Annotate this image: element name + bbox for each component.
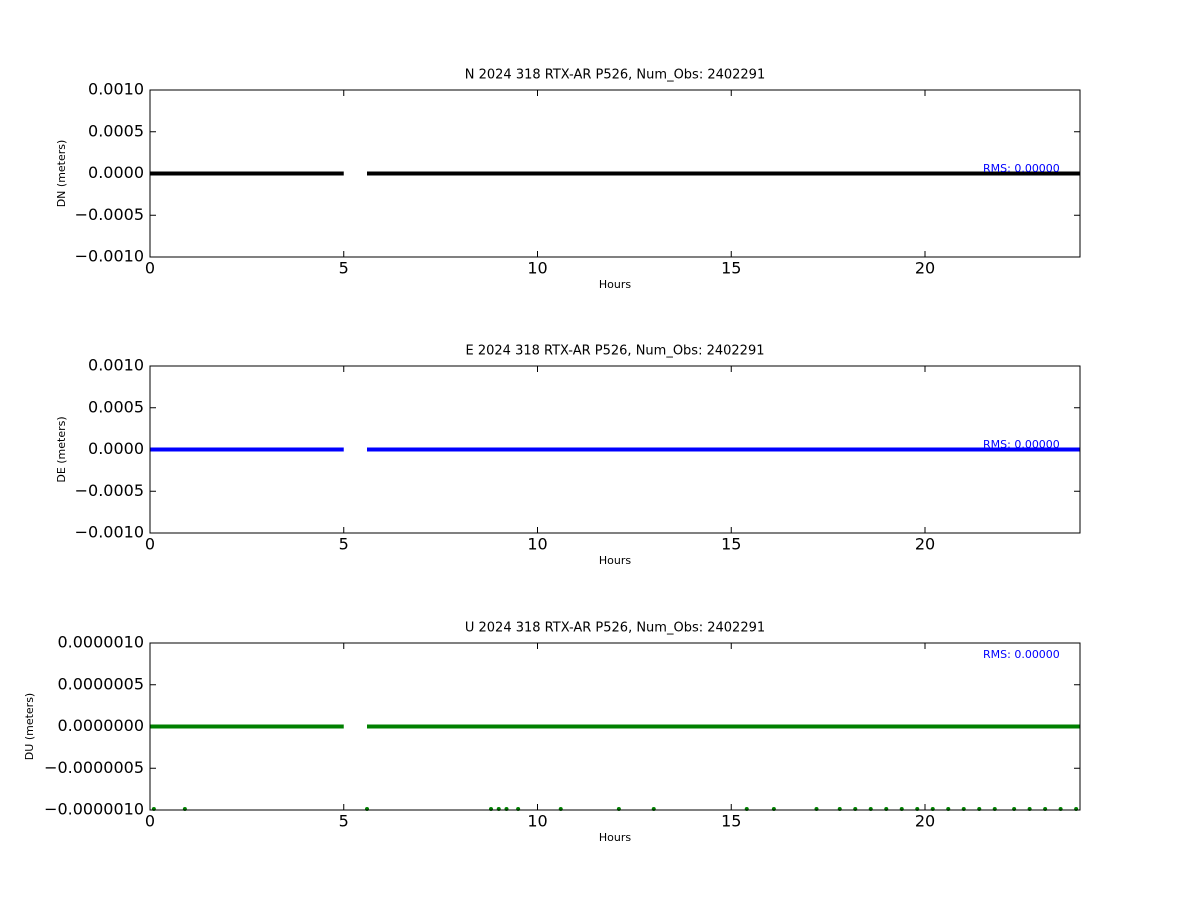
axes-frame [149, 365, 1081, 534]
y-tick-label: −0.0010 [75, 523, 144, 542]
rms-annotation: RMS: 0.00000 [983, 438, 1060, 451]
y-tick-label: 0.0010 [88, 80, 144, 99]
x-tick-label: 15 [721, 535, 741, 554]
x-tick-label: 10 [527, 535, 547, 554]
y-tick-label: 0.0005 [88, 121, 144, 140]
x-tick-label: 10 [527, 812, 547, 831]
rms-annotation: RMS: 0.00000 [983, 648, 1060, 661]
x-tick-label: 5 [339, 535, 349, 554]
x-axis-label: Hours [599, 554, 631, 567]
x-tick-label: 20 [915, 812, 935, 831]
x-tick-label: 15 [721, 812, 741, 831]
x-tick-label: 20 [915, 535, 935, 554]
x-axis-label: Hours [599, 831, 631, 844]
y-axis-label: DU (meters) [23, 693, 36, 760]
x-axis-label: Hours [599, 278, 631, 291]
x-tick-label: 0 [145, 535, 155, 554]
x-tick-label: 5 [339, 259, 349, 278]
x-tick-label: 20 [915, 259, 935, 278]
axes-frame [149, 89, 1081, 258]
y-axis-label: DN (meters) [55, 140, 68, 208]
y-tick-label: −0.0000010 [44, 800, 144, 819]
y-tick-label: 0.0000 [88, 439, 144, 458]
y-tick-label: 0.0010 [88, 356, 144, 375]
x-tick-label: 5 [339, 812, 349, 831]
y-tick-label: −0.0000005 [44, 758, 144, 777]
y-tick-label: −0.0005 [75, 481, 144, 500]
x-tick-label: 10 [527, 259, 547, 278]
y-tick-label: 0.0000005 [57, 674, 144, 693]
y-tick-label: −0.0005 [75, 205, 144, 224]
y-axis-label: DE (meters) [55, 416, 68, 482]
subplot-title: N 2024 318 RTX-AR P526, Num_Obs: 2402291 [465, 68, 765, 83]
x-tick-label: 0 [145, 259, 155, 278]
x-tick-label: 15 [721, 259, 741, 278]
subplot-title: E 2024 318 RTX-AR P526, Num_Obs: 2402291 [466, 344, 765, 359]
rms-annotation: RMS: 0.00000 [983, 162, 1060, 175]
x-tick-label: 0 [145, 812, 155, 831]
y-tick-label: 0.0000000 [57, 716, 144, 735]
subplot-title: U 2024 318 RTX-AR P526, Num_Obs: 2402291 [465, 621, 765, 636]
y-tick-label: −0.0010 [75, 247, 144, 266]
y-tick-label: 0.0000010 [57, 633, 144, 652]
y-tick-label: 0.0005 [88, 397, 144, 416]
axes-frame [149, 642, 1081, 811]
y-tick-label: 0.0000 [88, 163, 144, 182]
